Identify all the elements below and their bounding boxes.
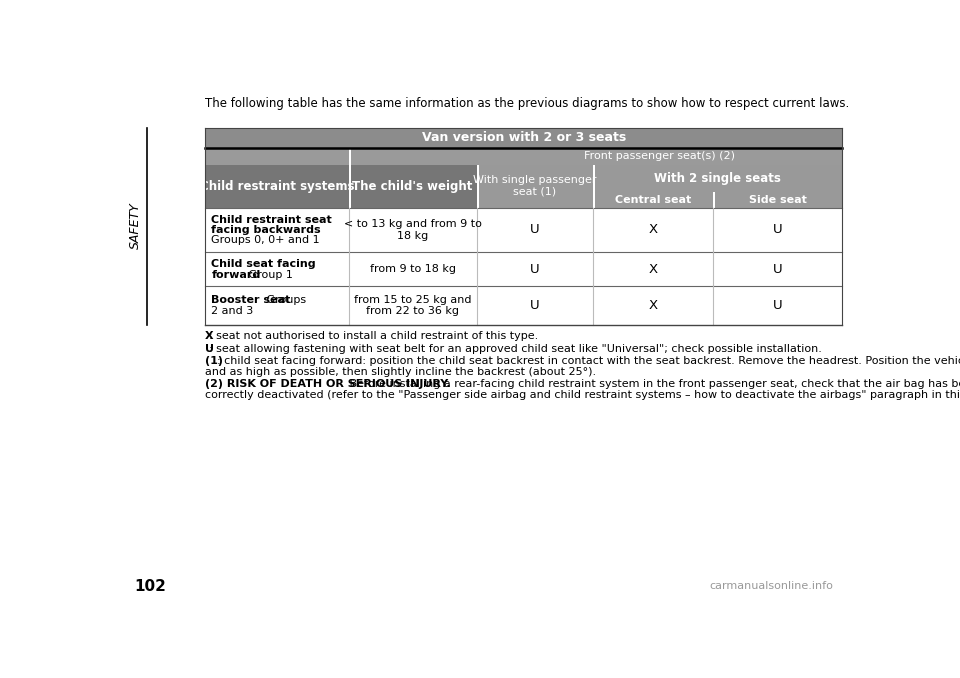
Text: SAFETY: SAFETY xyxy=(129,203,142,250)
Text: 102: 102 xyxy=(134,579,166,594)
Text: X: X xyxy=(648,224,658,237)
Bar xyxy=(351,165,476,207)
Text: facing backwards: facing backwards xyxy=(211,225,321,235)
Text: U: U xyxy=(773,224,782,237)
Text: (2) RISK OF DEATH OR SERIOUS INJURY.: (2) RISK OF DEATH OR SERIOUS INJURY. xyxy=(205,380,451,389)
Text: U: U xyxy=(205,344,214,353)
Text: U: U xyxy=(773,299,782,312)
Text: from 15 to 25 kg and
from 22 to 36 kg: from 15 to 25 kg and from 22 to 36 kg xyxy=(354,295,471,316)
Text: and as high as possible, then slightly incline the backrest (about 25°).: and as high as possible, then slightly i… xyxy=(205,367,596,377)
Bar xyxy=(592,193,595,207)
Bar xyxy=(713,193,715,207)
Text: X: X xyxy=(648,263,658,276)
Text: Group 1: Group 1 xyxy=(245,270,293,279)
Bar xyxy=(205,252,842,286)
Text: (1): (1) xyxy=(205,356,224,366)
Text: from 9 to 18 kg: from 9 to 18 kg xyxy=(370,264,456,274)
Bar xyxy=(476,148,842,165)
Text: : seat allowing fastening with seat belt for an approved child seat like "Univer: : seat allowing fastening with seat belt… xyxy=(209,344,822,353)
Bar xyxy=(595,193,713,207)
Text: Side seat: Side seat xyxy=(749,195,806,205)
Bar xyxy=(348,148,351,165)
Text: : seat not authorised to install a child restraint of this type.: : seat not authorised to install a child… xyxy=(209,331,539,341)
Text: Front passenger seat(s) (2): Front passenger seat(s) (2) xyxy=(584,151,735,161)
Bar xyxy=(715,193,842,207)
Text: Before installing a rear-facing child restraint system in the front passenger se: Before installing a rear-facing child re… xyxy=(347,380,960,389)
Text: Child seat facing: Child seat facing xyxy=(211,259,316,269)
Text: Booster seat: Booster seat xyxy=(211,295,291,305)
Text: 2 and 3: 2 and 3 xyxy=(211,306,253,316)
Text: With single passenger
seat (1): With single passenger seat (1) xyxy=(473,176,596,197)
Text: Van version with 2 or 3 seats: Van version with 2 or 3 seats xyxy=(421,131,626,144)
Text: Child restraint seat: Child restraint seat xyxy=(211,215,332,225)
Text: U: U xyxy=(530,299,540,312)
Bar xyxy=(592,165,595,193)
Text: The child's weight: The child's weight xyxy=(352,180,472,193)
Text: X: X xyxy=(648,299,658,312)
Text: U: U xyxy=(773,263,782,276)
Text: U: U xyxy=(530,263,540,276)
Text: : child seat facing forward: position the child seat backrest in contact with th: : child seat facing forward: position th… xyxy=(217,356,960,366)
Text: correctly deactivated (refer to the "Passenger side airbag and child restraint s: correctly deactivated (refer to the "Pas… xyxy=(205,390,960,400)
Text: Child restraint systems: Child restraint systems xyxy=(200,180,354,193)
Text: Groups: Groups xyxy=(263,295,306,305)
Bar xyxy=(205,127,842,148)
Bar xyxy=(205,286,842,325)
Text: forward: forward xyxy=(211,270,261,279)
Bar xyxy=(595,165,842,193)
Bar xyxy=(348,165,351,207)
Text: Central seat: Central seat xyxy=(614,195,691,205)
Bar xyxy=(205,207,842,252)
Bar xyxy=(205,148,476,165)
Text: The following table has the same information as the previous diagrams to show ho: The following table has the same informa… xyxy=(205,97,850,110)
Text: < to 13 kg and from 9 to
18 kg: < to 13 kg and from 9 to 18 kg xyxy=(344,219,482,241)
Text: With 2 single seats: With 2 single seats xyxy=(654,172,781,185)
Bar xyxy=(476,165,479,207)
Bar xyxy=(205,165,348,207)
Bar xyxy=(479,165,592,207)
Text: X: X xyxy=(205,331,214,341)
Text: Groups 0, 0+ and 1: Groups 0, 0+ and 1 xyxy=(211,235,320,245)
Text: carmanualsonline.info: carmanualsonline.info xyxy=(709,582,833,591)
Text: U: U xyxy=(530,224,540,237)
